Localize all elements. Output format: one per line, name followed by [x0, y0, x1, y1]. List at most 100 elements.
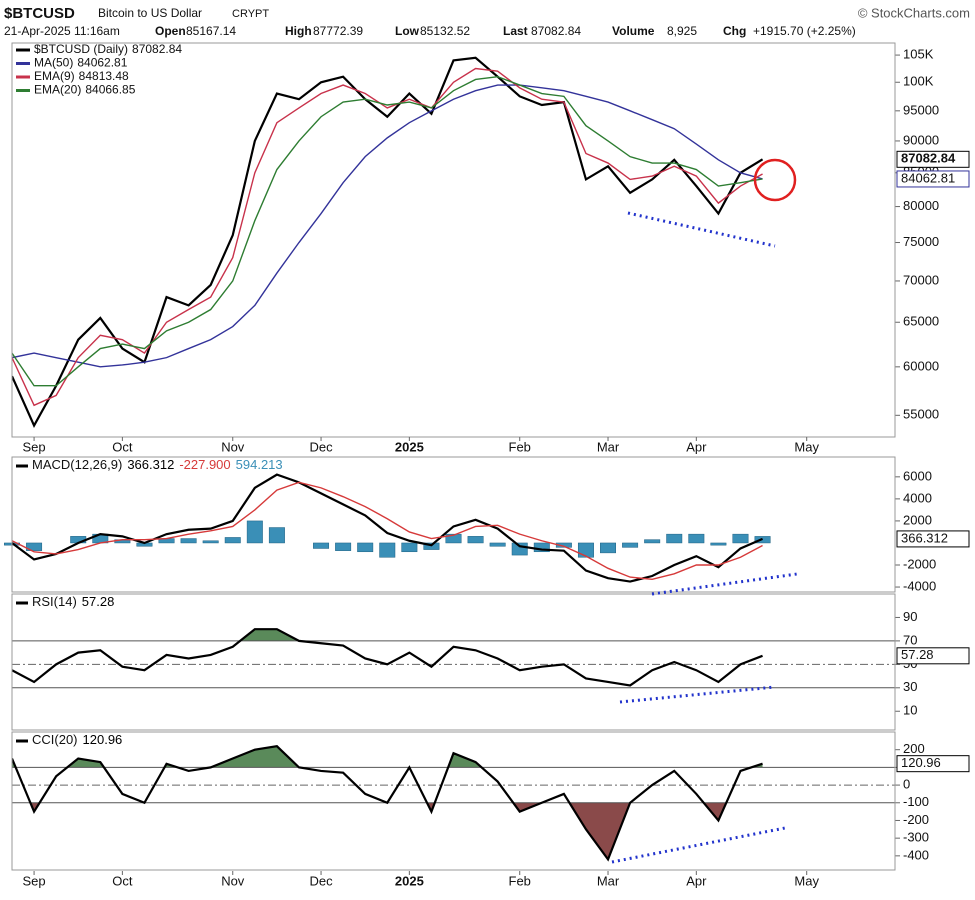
histogram-bar — [202, 540, 219, 544]
x-tick-label: 2025 — [395, 873, 424, 888]
histogram-bar — [666, 533, 683, 544]
highlight-circle — [753, 158, 797, 202]
series-line — [12, 67, 763, 407]
histogram-bar — [445, 533, 462, 544]
x-tick-label: 2025 — [395, 439, 424, 454]
last-value-box — [896, 755, 970, 773]
panel: 5500060000650007000075000800008500090000… — [11, 42, 970, 438]
legend-value: 84066.85 — [85, 83, 135, 97]
last-value-label: 87082.84 — [901, 151, 956, 166]
y-tick-label: 55000 — [903, 407, 939, 422]
panel-frame — [11, 456, 896, 593]
legend-entry: MA(50) 84062.81 — [34, 56, 128, 70]
series-line — [12, 84, 763, 368]
x-tick-label: Nov — [221, 873, 245, 888]
series-line — [12, 56, 764, 428]
legend-value: 84062.81 — [77, 56, 127, 70]
field-label: Open — [155, 24, 186, 38]
legend-value: 87082.84 — [132, 42, 182, 56]
oversold-fill — [12, 629, 763, 688]
legend-value: 594.213 — [236, 457, 283, 472]
divergence-line — [611, 826, 786, 864]
panel-frame — [11, 731, 896, 871]
x-tick-label: Dec — [309, 439, 333, 454]
legend-name: RSI(14) — [32, 594, 77, 609]
y-tick-label: 95000 — [903, 102, 939, 117]
histogram-bar — [313, 542, 330, 549]
x-tick-label: Oct — [112, 439, 133, 454]
histogram-bar — [180, 538, 197, 544]
histogram-bar — [26, 542, 43, 551]
last-value-box — [896, 647, 970, 665]
y-tick-label: 100K — [903, 74, 934, 89]
legend-entry: $BTCUSD (Daily) 87082.84 — [34, 42, 182, 56]
y-tick-label: 70000 — [903, 272, 939, 287]
y-tick-label: -400 — [903, 847, 929, 862]
histogram-bar — [246, 520, 263, 544]
histogram-bar — [489, 542, 506, 547]
plots: 5500060000650007000075000800008500090000… — [4, 42, 970, 888]
credit: © StockCharts.com — [858, 5, 970, 20]
field-label: Low — [395, 24, 420, 38]
last-value-label: 84062.81 — [901, 170, 955, 185]
y-tick-label: 70 — [903, 632, 917, 647]
field-label: Volume — [612, 24, 655, 38]
legend-entry: EMA(9) 84813.48 — [34, 69, 129, 83]
legend-name: EMA(20) — [34, 83, 81, 97]
x-tick-label: May — [794, 439, 819, 454]
histogram-bar — [600, 542, 617, 554]
x-tick-label: Dec — [309, 873, 333, 888]
legend-value: 120.96 — [83, 732, 123, 747]
series-line — [12, 744, 763, 862]
x-tick-label: Mar — [597, 439, 620, 454]
y-tick-label: 60000 — [903, 358, 939, 373]
field-value: +1915.70 (+2.25%) — [753, 24, 856, 38]
field-value: 87772.39 — [313, 24, 363, 38]
series-line — [12, 481, 763, 581]
y-tick-label: 80000 — [903, 198, 939, 213]
last-value-label: 120.96 — [901, 755, 941, 770]
series-line — [12, 75, 763, 387]
exchange: CRYPT — [232, 8, 269, 20]
x-tick-label: Feb — [509, 873, 531, 888]
field-value: 8,925 — [667, 24, 697, 38]
overbought-fill — [12, 746, 763, 768]
panel: -4000 -2000 2000 4000 6000 MACD(12,26,9) 366.3… — [4, 456, 970, 593]
legend-name: CCI(20) — [32, 732, 78, 747]
histogram-bar — [688, 533, 705, 544]
legend-name: $BTCUSD (Daily) — [34, 42, 128, 56]
y-tick-label: 65000 — [903, 314, 939, 329]
legend-value: 57.28 — [82, 594, 115, 609]
field-label: High — [285, 24, 312, 38]
histogram-bar — [357, 542, 374, 553]
legend-entry: EMA(20) 84066.85 — [34, 83, 136, 97]
y-tick-label: 200 — [903, 741, 925, 756]
x-tick-label: Nov — [221, 439, 245, 454]
legend-entry: CCI(20) 120.96 — [32, 732, 122, 747]
x-tick-label: Sep — [23, 439, 46, 454]
series-line — [12, 473, 763, 583]
histogram-bar — [379, 542, 396, 558]
panel-frame — [11, 42, 896, 438]
panel-frame — [11, 593, 896, 731]
histogram-bar — [268, 527, 285, 544]
symbol: $BTCUSD — [4, 5, 75, 22]
histogram-bar — [577, 542, 594, 558]
y-tick-label: -200 — [903, 812, 929, 827]
last-value-box — [896, 170, 970, 188]
last-value-label: 366.312 — [901, 530, 948, 545]
y-tick-label: -100 — [903, 794, 929, 809]
y-tick-label: -4000 — [903, 578, 936, 593]
legend-entry: MACD(12,26,9) 366.312 -227.900 594.213 — [32, 457, 283, 472]
field-label: Last — [503, 24, 528, 38]
histogram-bar — [555, 542, 572, 548]
divergence-line — [619, 685, 776, 704]
x-tick-label: Apr — [686, 873, 707, 888]
y-tick-label: 105K — [903, 47, 934, 62]
x-tick-label: May — [794, 873, 819, 888]
x-tick-label: Sep — [23, 873, 46, 888]
histogram-bar — [401, 542, 418, 553]
y-tick-label: 90000 — [903, 132, 939, 147]
histogram-bar — [622, 542, 639, 548]
